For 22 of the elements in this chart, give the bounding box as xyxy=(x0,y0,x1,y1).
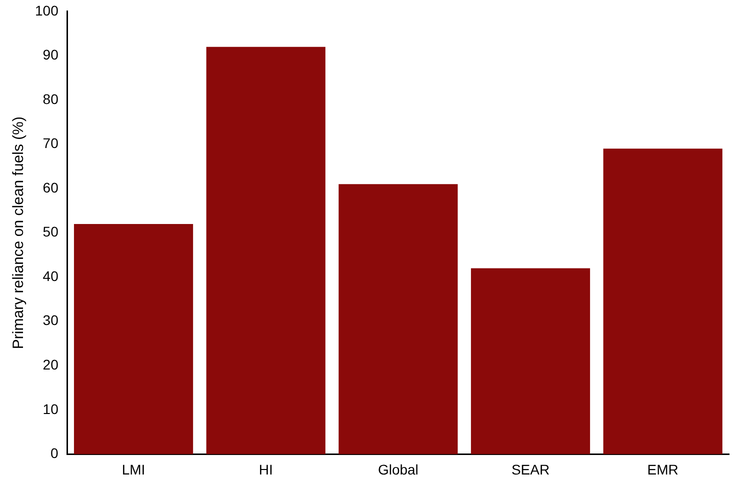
y-tick-label: 80 xyxy=(42,90,59,107)
x-tick-label: LMI xyxy=(122,461,146,478)
bar xyxy=(603,148,722,454)
y-tick-label: 20 xyxy=(42,356,59,372)
bar xyxy=(74,224,194,454)
bar xyxy=(338,184,458,454)
y-axis-title: Primary reliance on clean fuels (%) xyxy=(10,116,28,350)
x-tick-label: Global xyxy=(378,461,418,478)
y-tick-label: 50 xyxy=(42,224,59,240)
y-tick-label: 60 xyxy=(42,179,59,196)
x-tick-label: HI xyxy=(258,461,273,478)
y-tick-label: 100 xyxy=(35,2,59,18)
y-tick-label: 90 xyxy=(42,46,59,63)
y-tick-label: 10 xyxy=(42,400,59,417)
bar xyxy=(206,46,326,454)
y-tick-label: 0 xyxy=(50,445,59,462)
y-tick-label: 70 xyxy=(42,135,59,152)
x-tick-label: SEAR xyxy=(511,461,550,478)
bar xyxy=(470,268,590,454)
y-tick-label: 30 xyxy=(42,312,59,328)
y-tick-label: 40 xyxy=(42,268,59,284)
x-tick-label: EMR xyxy=(647,461,678,478)
